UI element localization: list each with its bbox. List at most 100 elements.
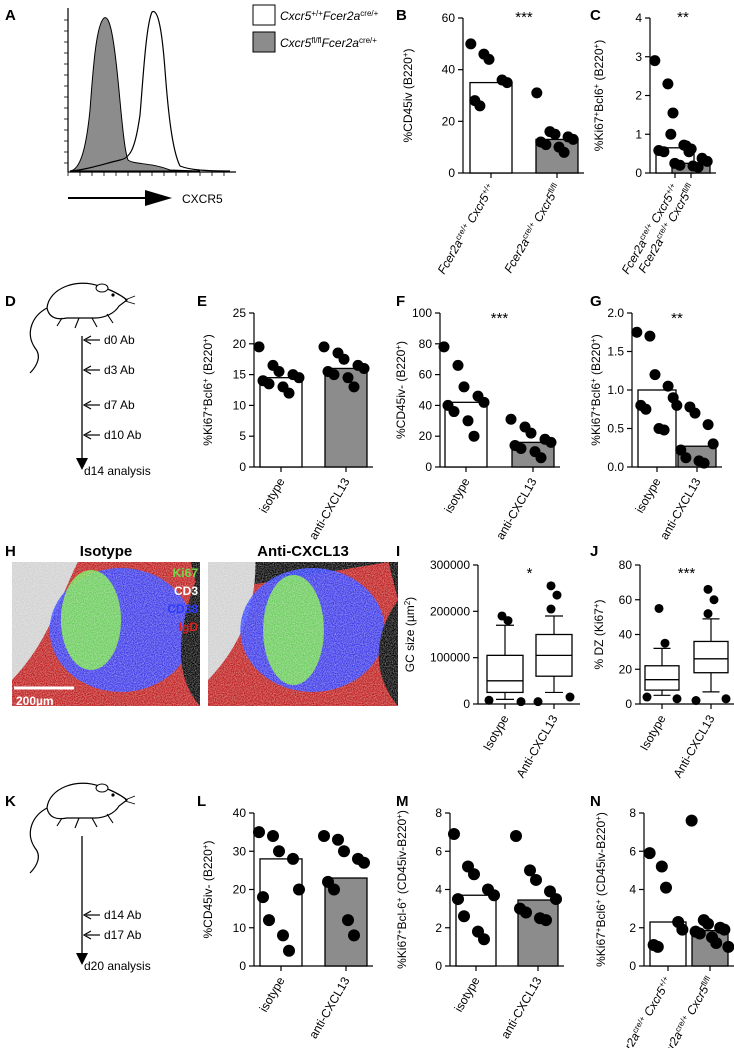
bar — [259, 377, 303, 468]
data-point — [710, 937, 723, 950]
x-tick-label: anti-CXCL13 — [493, 475, 540, 542]
arrow-head — [145, 190, 172, 206]
data-point — [483, 53, 495, 65]
timeline-step: d3 Ab — [104, 363, 135, 377]
significance-stars: * — [527, 565, 533, 582]
micrograph-panel-H: Isotype Anti-CXCL13 Ki67 CD3 CD38 IgD 200µm — [12, 543, 398, 708]
mouse-body — [46, 282, 128, 320]
y-tick-label: 80 — [619, 558, 633, 572]
label-fragment: %Ki67 — [592, 116, 606, 151]
label-fragment: + — [395, 897, 404, 902]
y-tick-label: 8 — [629, 806, 636, 820]
micrograph-image — [208, 562, 398, 706]
label-fragment: isotype — [256, 475, 287, 515]
data-point — [698, 457, 710, 469]
chart-panel-J: 0 20 40 60 80 % DZ (Ki67+) Isotype Anti-CXCL13 *… — [592, 558, 734, 780]
y-tick-label: 30 — [233, 844, 247, 858]
data-point — [438, 341, 450, 353]
data-point — [658, 146, 670, 158]
data-point — [488, 889, 500, 902]
label-fragment: (B220 — [201, 343, 215, 379]
data-point — [520, 906, 532, 919]
data-point — [257, 891, 269, 904]
timeline-step: d17 Ab — [104, 928, 142, 942]
mouse-leg — [91, 317, 98, 328]
label-fragment: %Ki67 — [395, 934, 409, 969]
y-tick-label: 4 — [629, 883, 636, 897]
label-fragment: ) — [201, 334, 215, 338]
timeline-step: d0 Ab — [104, 333, 135, 347]
data-point — [693, 927, 706, 940]
data-point — [267, 829, 279, 842]
data-point — [332, 833, 344, 846]
y-tick-label: 0 — [625, 697, 632, 711]
mouse-eye — [111, 293, 115, 297]
y-tick-label: 8 — [435, 806, 442, 820]
data-point — [530, 873, 542, 886]
data-point — [462, 415, 474, 427]
label-fragment: cre/+ — [359, 36, 377, 45]
x-tick-label: anti-CXCL13 — [306, 475, 353, 542]
label-fragment: isotype — [256, 974, 287, 1014]
x-tick-label: Isotype — [637, 712, 669, 753]
label-fragment: + — [401, 52, 410, 57]
y-tick-label: 10 — [233, 921, 247, 935]
label-fragment: Cxcr5 — [464, 191, 492, 225]
data-point — [671, 399, 683, 411]
schematic-D: d0 Ab d3 Ab d7 Ab d10 Ab d14 analysis — [29, 282, 151, 478]
outlier-point — [654, 603, 664, 613]
data-point — [674, 159, 686, 171]
data-point — [283, 387, 295, 399]
label-fragment: anti-CXCL13 — [498, 974, 545, 1041]
label-fragment: +/+ — [663, 181, 677, 196]
y-tick-label: 20 — [619, 662, 633, 676]
y-tick-label: 2 — [629, 921, 636, 935]
data-point — [287, 852, 299, 865]
mouse-whisker — [124, 295, 136, 301]
label-fragment: Fcer2a — [323, 9, 361, 23]
label-fragment: ) — [403, 597, 417, 601]
data-point — [253, 826, 265, 839]
panel-label-E: E — [197, 293, 207, 310]
dose-arrowhead — [82, 335, 92, 345]
outlier-point — [672, 694, 682, 704]
data-point — [535, 452, 547, 464]
y-tick-label: 100 — [412, 306, 432, 320]
panel-label-M: M — [396, 793, 409, 810]
channel-label: Ki67 — [173, 566, 199, 580]
data-point — [277, 929, 289, 942]
timeline-arrowhead — [76, 458, 88, 470]
label-fragment: GC size (µm — [403, 605, 417, 672]
data-point — [558, 146, 570, 158]
label-fragment: isotype — [451, 974, 482, 1014]
data-point — [662, 78, 674, 90]
y-tick-label: 0 — [239, 959, 246, 973]
data-point — [328, 369, 340, 381]
data-point — [328, 883, 340, 896]
micrograph-title: Isotype — [80, 543, 133, 560]
label-fragment: Isotype — [480, 712, 512, 753]
data-point — [273, 366, 285, 378]
panel-label-F: F — [396, 293, 405, 310]
label-fragment: Bcl6 — [594, 904, 608, 928]
panel-label-A: A — [5, 7, 16, 24]
channel-label: CD3 — [174, 584, 198, 598]
data-point — [448, 406, 460, 418]
data-point — [318, 341, 330, 353]
label-fragment: ) — [201, 840, 215, 844]
label-fragment: (CD45iv-B220 — [395, 818, 409, 897]
bar — [259, 858, 303, 967]
label-fragment: Cxcr5 — [684, 983, 712, 1017]
x-tick-label: anti-CXCL13 — [306, 974, 353, 1041]
data-point — [465, 38, 477, 50]
data-point — [692, 161, 704, 173]
data-point — [348, 381, 360, 393]
data-point — [478, 396, 490, 408]
mouse-tail — [29, 807, 48, 874]
texture — [208, 562, 398, 706]
label-fragment: %Ki67 — [201, 411, 215, 446]
y-tick-label: 25 — [233, 306, 247, 320]
y-axis-label: %Ki67+Bcl6+ (CD45iv-B220+) — [594, 812, 609, 967]
y-tick-label: 0.0 — [607, 460, 624, 474]
